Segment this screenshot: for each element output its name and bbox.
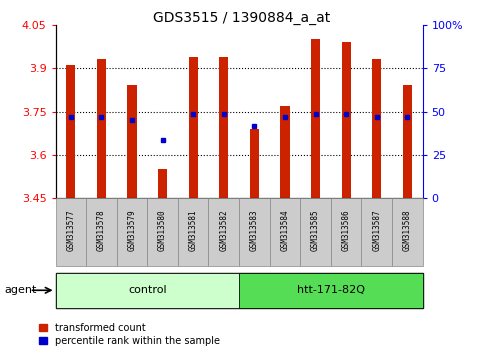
Bar [188, 57, 198, 198]
Text: GSM313582: GSM313582 [219, 210, 228, 251]
Bar [239, 198, 270, 266]
Bar [86, 198, 117, 266]
Bar [270, 198, 300, 266]
Bar [331, 198, 361, 266]
Bar [361, 198, 392, 266]
Bar [250, 129, 259, 198]
Bar [147, 198, 178, 266]
Text: GSM313587: GSM313587 [372, 210, 381, 251]
Text: GSM313584: GSM313584 [281, 210, 289, 251]
Text: GDS3515 / 1390884_a_at: GDS3515 / 1390884_a_at [153, 11, 330, 25]
Bar [372, 59, 382, 198]
Bar [392, 198, 423, 266]
Text: GSM313588: GSM313588 [403, 210, 412, 251]
Bar [311, 39, 320, 198]
Text: GSM313577: GSM313577 [66, 210, 75, 251]
Text: htt-171-82Q: htt-171-82Q [297, 285, 365, 295]
Bar [56, 198, 86, 266]
Bar [117, 198, 147, 266]
Bar [219, 57, 228, 198]
Bar [280, 106, 290, 198]
Text: control: control [128, 285, 167, 295]
Text: GSM313581: GSM313581 [189, 210, 198, 251]
Bar [300, 198, 331, 266]
Text: GSM313580: GSM313580 [158, 210, 167, 251]
Bar [403, 86, 412, 198]
Legend: transformed count, percentile rank within the sample: transformed count, percentile rank withi… [39, 323, 220, 346]
Bar [66, 65, 75, 198]
Text: agent: agent [5, 285, 37, 295]
Bar [128, 86, 137, 198]
Text: GSM313583: GSM313583 [250, 210, 259, 251]
Bar [209, 198, 239, 266]
Text: GSM313585: GSM313585 [311, 210, 320, 251]
Bar [56, 273, 239, 308]
Text: GSM313579: GSM313579 [128, 210, 137, 251]
Bar [341, 42, 351, 198]
Bar [239, 273, 423, 308]
Text: GSM313586: GSM313586 [341, 210, 351, 251]
Text: GSM313578: GSM313578 [97, 210, 106, 251]
Bar [97, 59, 106, 198]
Bar [178, 198, 209, 266]
Bar [158, 169, 167, 198]
